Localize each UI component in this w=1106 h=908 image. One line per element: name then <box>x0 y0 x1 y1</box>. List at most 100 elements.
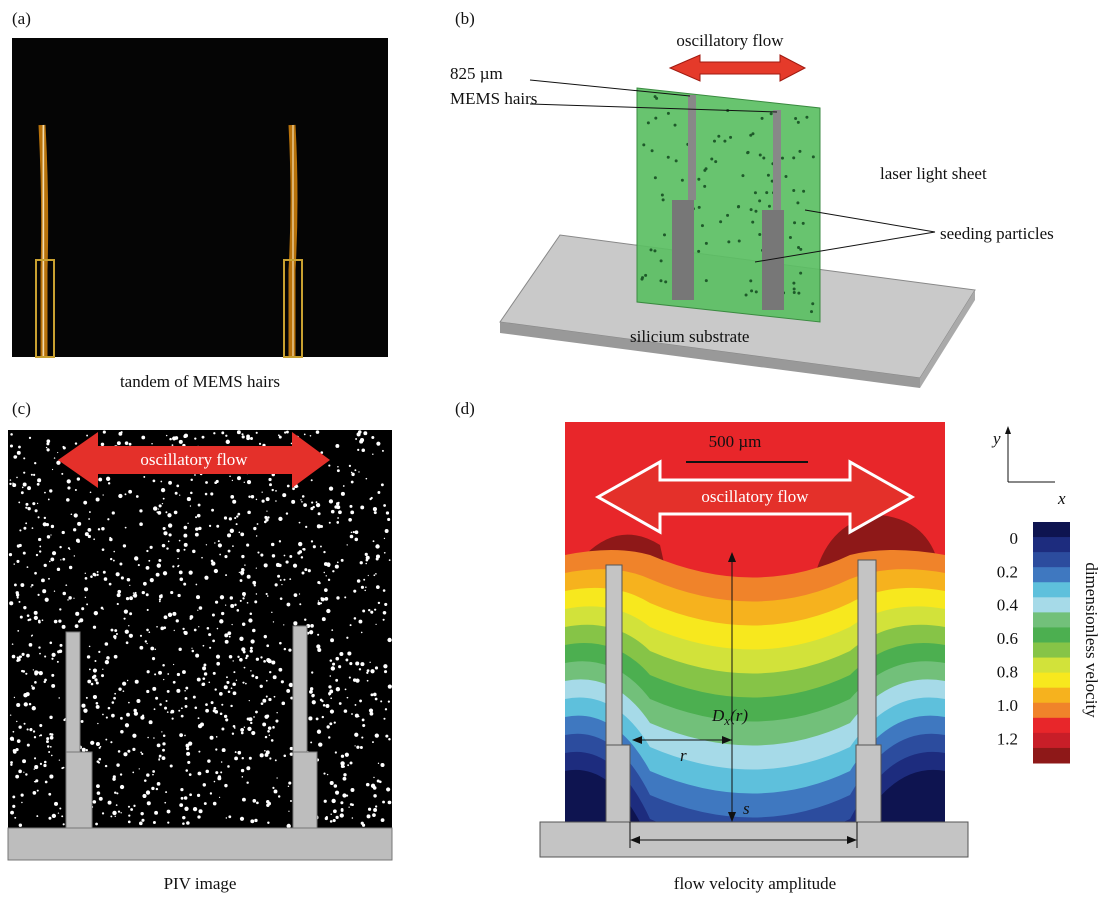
particle <box>170 711 172 713</box>
particle <box>168 523 172 527</box>
particle <box>355 661 359 665</box>
particle <box>323 704 326 707</box>
particle <box>311 540 313 542</box>
particle <box>23 457 25 459</box>
particle <box>266 800 270 804</box>
particle <box>17 544 20 547</box>
particle <box>318 512 321 515</box>
particle <box>98 528 100 530</box>
particle <box>154 648 156 650</box>
particle <box>201 683 204 686</box>
particle <box>41 578 45 582</box>
particle <box>224 715 227 718</box>
particle <box>168 481 172 485</box>
particle <box>105 739 107 741</box>
seed-particle <box>784 175 787 178</box>
particle <box>361 586 364 589</box>
particle <box>96 682 99 685</box>
particle <box>274 696 276 698</box>
particle <box>219 554 221 556</box>
particle <box>244 667 246 669</box>
particle <box>140 635 142 637</box>
particle <box>316 644 320 648</box>
particle <box>90 575 93 578</box>
colorbar-swatch <box>1033 597 1070 613</box>
particle <box>324 588 328 592</box>
particle <box>383 589 386 592</box>
particle <box>34 681 37 684</box>
particle <box>330 820 333 823</box>
particle <box>81 607 84 610</box>
particle <box>31 685 33 687</box>
particle <box>24 702 28 706</box>
particle <box>34 736 36 738</box>
particle <box>267 821 269 823</box>
particle <box>210 492 213 495</box>
particle <box>25 522 27 524</box>
particle <box>33 474 35 476</box>
particle <box>83 709 87 713</box>
seed-particle <box>792 282 795 285</box>
particle <box>241 732 244 735</box>
seed-particle <box>749 279 752 282</box>
seed-particle <box>641 276 644 279</box>
particle <box>125 527 127 529</box>
particle <box>343 485 345 487</box>
particle <box>257 523 259 525</box>
particle <box>234 604 236 606</box>
particle <box>150 546 153 549</box>
particle <box>256 593 257 594</box>
particle <box>362 719 365 722</box>
seed-particle <box>767 174 770 177</box>
particle <box>213 802 217 806</box>
particle <box>336 502 339 505</box>
particle <box>330 710 334 714</box>
particle <box>10 761 13 764</box>
particle <box>313 545 316 548</box>
particle <box>348 518 352 522</box>
particle <box>45 598 49 602</box>
particle <box>246 434 250 438</box>
particle <box>139 646 143 650</box>
colorbar-tick-label: 0.6 <box>997 629 1018 648</box>
particle <box>388 738 390 740</box>
particle <box>256 499 257 500</box>
particle <box>286 512 288 514</box>
particle <box>32 687 35 690</box>
particle <box>323 773 325 775</box>
particle <box>197 815 200 818</box>
particle <box>210 792 212 794</box>
particle <box>16 591 19 594</box>
seed-particle <box>797 292 800 295</box>
particle <box>40 734 42 736</box>
particle <box>310 741 312 743</box>
particle <box>345 688 347 690</box>
particle <box>84 587 88 591</box>
particle <box>234 757 238 761</box>
particle <box>57 452 58 453</box>
particle <box>343 777 347 781</box>
particle <box>278 517 282 521</box>
particle <box>146 773 149 776</box>
particle <box>312 694 315 697</box>
seed-particle <box>667 112 670 115</box>
particle <box>27 614 30 617</box>
particle <box>146 690 149 693</box>
seed-particle <box>798 150 801 153</box>
particle <box>12 482 13 483</box>
particle <box>216 525 219 528</box>
particle <box>209 525 211 527</box>
particle <box>383 718 385 720</box>
particle <box>97 791 101 795</box>
particle <box>164 802 166 804</box>
particle <box>310 435 312 437</box>
particle <box>335 565 339 569</box>
particle <box>250 613 252 615</box>
particle <box>118 687 121 690</box>
particle <box>378 602 380 604</box>
particle <box>185 687 188 690</box>
particle <box>219 692 223 696</box>
particle <box>49 489 52 492</box>
particle <box>264 750 266 752</box>
particle <box>194 438 196 440</box>
